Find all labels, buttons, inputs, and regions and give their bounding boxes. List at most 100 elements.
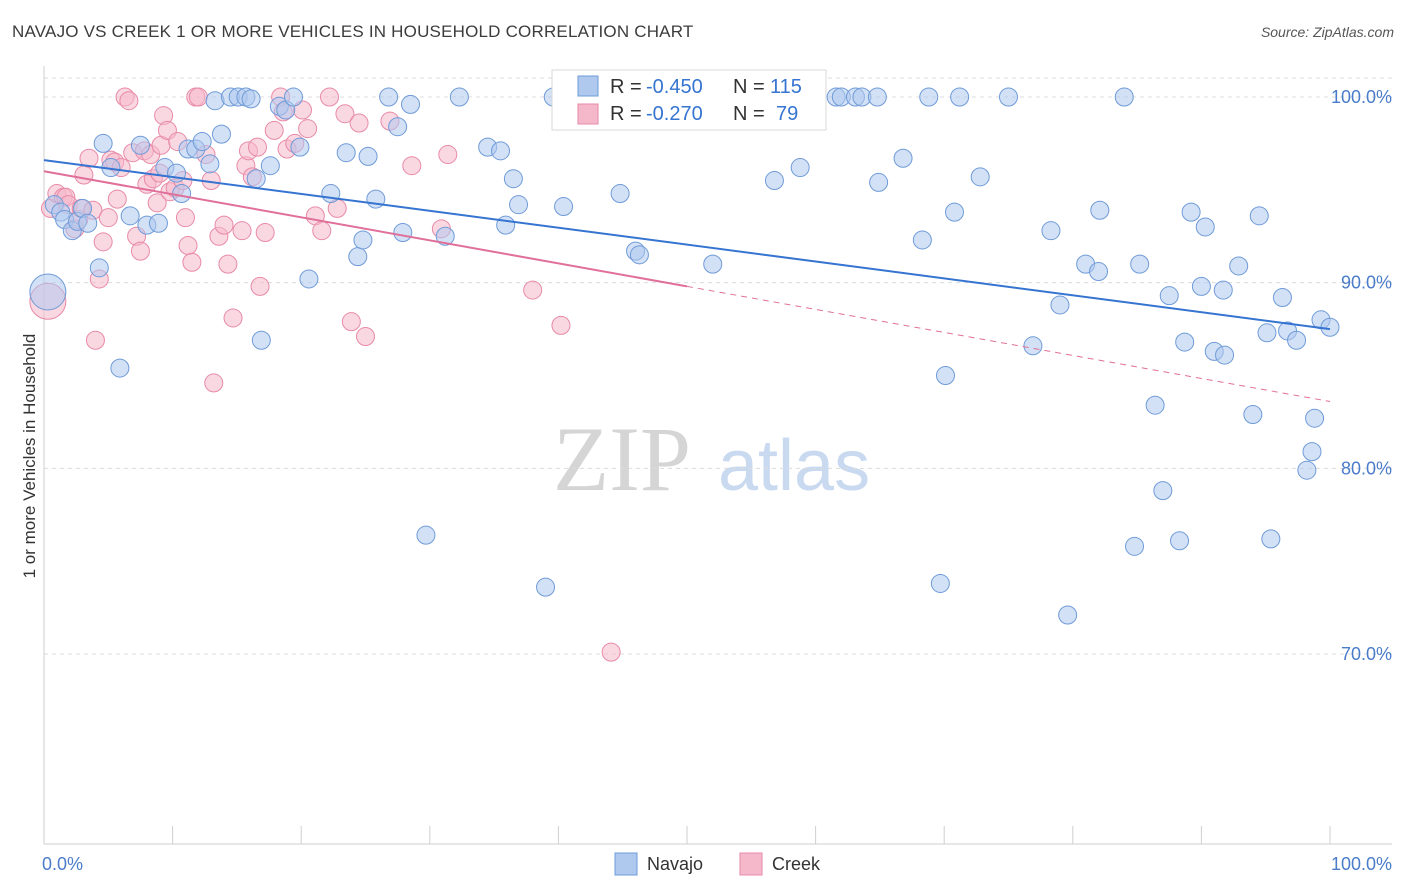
navajo-point	[348, 247, 368, 267]
navajo-point	[1170, 531, 1190, 551]
navajo-point	[536, 577, 556, 597]
navajo-point	[1213, 280, 1233, 300]
navajo-point	[290, 137, 310, 157]
navajo-point	[1287, 330, 1307, 350]
navajo-points	[29, 87, 1340, 625]
legend-navajo-label: Navajo	[647, 854, 703, 874]
navajo-point	[1090, 200, 1110, 220]
navajo-point	[246, 169, 266, 189]
watermark-zip: ZIP	[553, 408, 691, 510]
chart-title: NAVAJO VS CREEK 1 OR MORE VEHICLES IN HO…	[12, 22, 694, 41]
creek-point	[119, 91, 139, 111]
creek-point	[218, 254, 238, 274]
navajo-point	[1249, 206, 1269, 226]
navajo-point	[353, 230, 373, 250]
navajo-r-label: R =	[610, 76, 642, 98]
navajo-point	[379, 87, 399, 107]
y-tick-label-80: 80.0%	[1341, 458, 1392, 478]
navajo-point	[393, 223, 413, 243]
navajo-point	[130, 135, 150, 155]
legend-creek-label: Creek	[772, 854, 821, 874]
navajo-point	[703, 254, 723, 274]
stats-box: R = -0.450 N = 115 R = -0.270 N = 79	[551, 69, 827, 131]
navajo-point	[416, 525, 436, 545]
creek-point	[223, 308, 243, 328]
navajo-point	[496, 215, 516, 235]
navajo-point	[299, 269, 319, 289]
navajo-point	[78, 213, 98, 233]
tick-labels: 70.0% 80.0% 90.0% 100.0% 0.0% 100.0%	[42, 87, 1392, 874]
y-tick-label-90: 90.0%	[1341, 273, 1392, 293]
navajo-point	[435, 226, 455, 246]
navajo-n-value: 115	[770, 76, 802, 98]
navajo-point	[358, 146, 378, 166]
watermark-atlas: atlas	[718, 426, 870, 506]
creek-point	[98, 208, 118, 228]
creek-point	[402, 156, 422, 176]
creek-point	[188, 87, 208, 107]
creek-point	[74, 165, 94, 185]
creek-point	[130, 241, 150, 261]
creek-point	[312, 221, 332, 241]
creek-point	[255, 223, 275, 243]
creek-point	[356, 327, 375, 347]
navajo-point	[1195, 217, 1215, 237]
y-tick-label-70: 70.0%	[1341, 644, 1392, 664]
creek-point	[438, 145, 458, 165]
navajo-point	[1175, 332, 1195, 352]
navajo-point	[509, 195, 529, 215]
creek-r-value: -0.270	[646, 103, 703, 125]
creek-point	[551, 315, 571, 335]
creek-point	[79, 148, 99, 168]
creek-point	[232, 221, 252, 241]
navajo-point	[1297, 460, 1317, 480]
navajo-point	[336, 143, 356, 163]
navajo-point	[944, 202, 964, 222]
creek-point	[264, 120, 284, 140]
creek-point	[107, 189, 127, 209]
y-axis-title: 1 or more Vehicles in Household	[20, 334, 39, 579]
creek-point	[523, 280, 543, 300]
navajo-point	[790, 158, 810, 178]
creek-point	[335, 104, 355, 124]
navajo-point	[491, 141, 511, 161]
creek-point	[93, 232, 113, 252]
legend-creek-swatch	[739, 852, 763, 876]
creek-points	[29, 87, 621, 662]
creek-r-label: R =	[610, 103, 642, 125]
navajo-point	[29, 273, 67, 311]
navajo-point	[970, 167, 990, 187]
navajo-point	[260, 156, 280, 176]
creek-swatch	[577, 103, 599, 125]
navajo-point	[1145, 395, 1165, 415]
navajo-point	[869, 172, 889, 192]
creek-point	[175, 208, 195, 228]
navajo-point	[251, 330, 271, 350]
x-tick-label-min: 0.0%	[42, 854, 83, 874]
creek-point	[182, 252, 202, 272]
navajo-swatch	[577, 75, 599, 97]
navajo-point	[1130, 254, 1150, 274]
navajo-point	[503, 169, 523, 189]
navajo-point	[935, 366, 955, 385]
creek-point	[349, 113, 369, 133]
navajo-point	[241, 89, 261, 109]
navajo-point	[930, 573, 950, 593]
creek-point	[601, 642, 621, 662]
navajo-point	[110, 358, 130, 378]
navajo-point	[1041, 221, 1061, 241]
creek-point	[319, 87, 339, 107]
creek-trend-line	[43, 170, 688, 288]
navajo-point	[554, 197, 574, 217]
navajo-point	[200, 154, 220, 174]
creek-point	[250, 276, 270, 296]
navajo-point	[1305, 408, 1325, 428]
navajo-trend-line	[43, 159, 1331, 331]
navajo-point	[1191, 276, 1211, 296]
navajo-n-label: N =	[733, 76, 765, 98]
navajo-point	[1229, 256, 1249, 276]
creek-point	[147, 193, 167, 213]
creek-point	[298, 119, 318, 139]
creek-point	[214, 215, 234, 235]
navajo-point	[211, 124, 231, 144]
